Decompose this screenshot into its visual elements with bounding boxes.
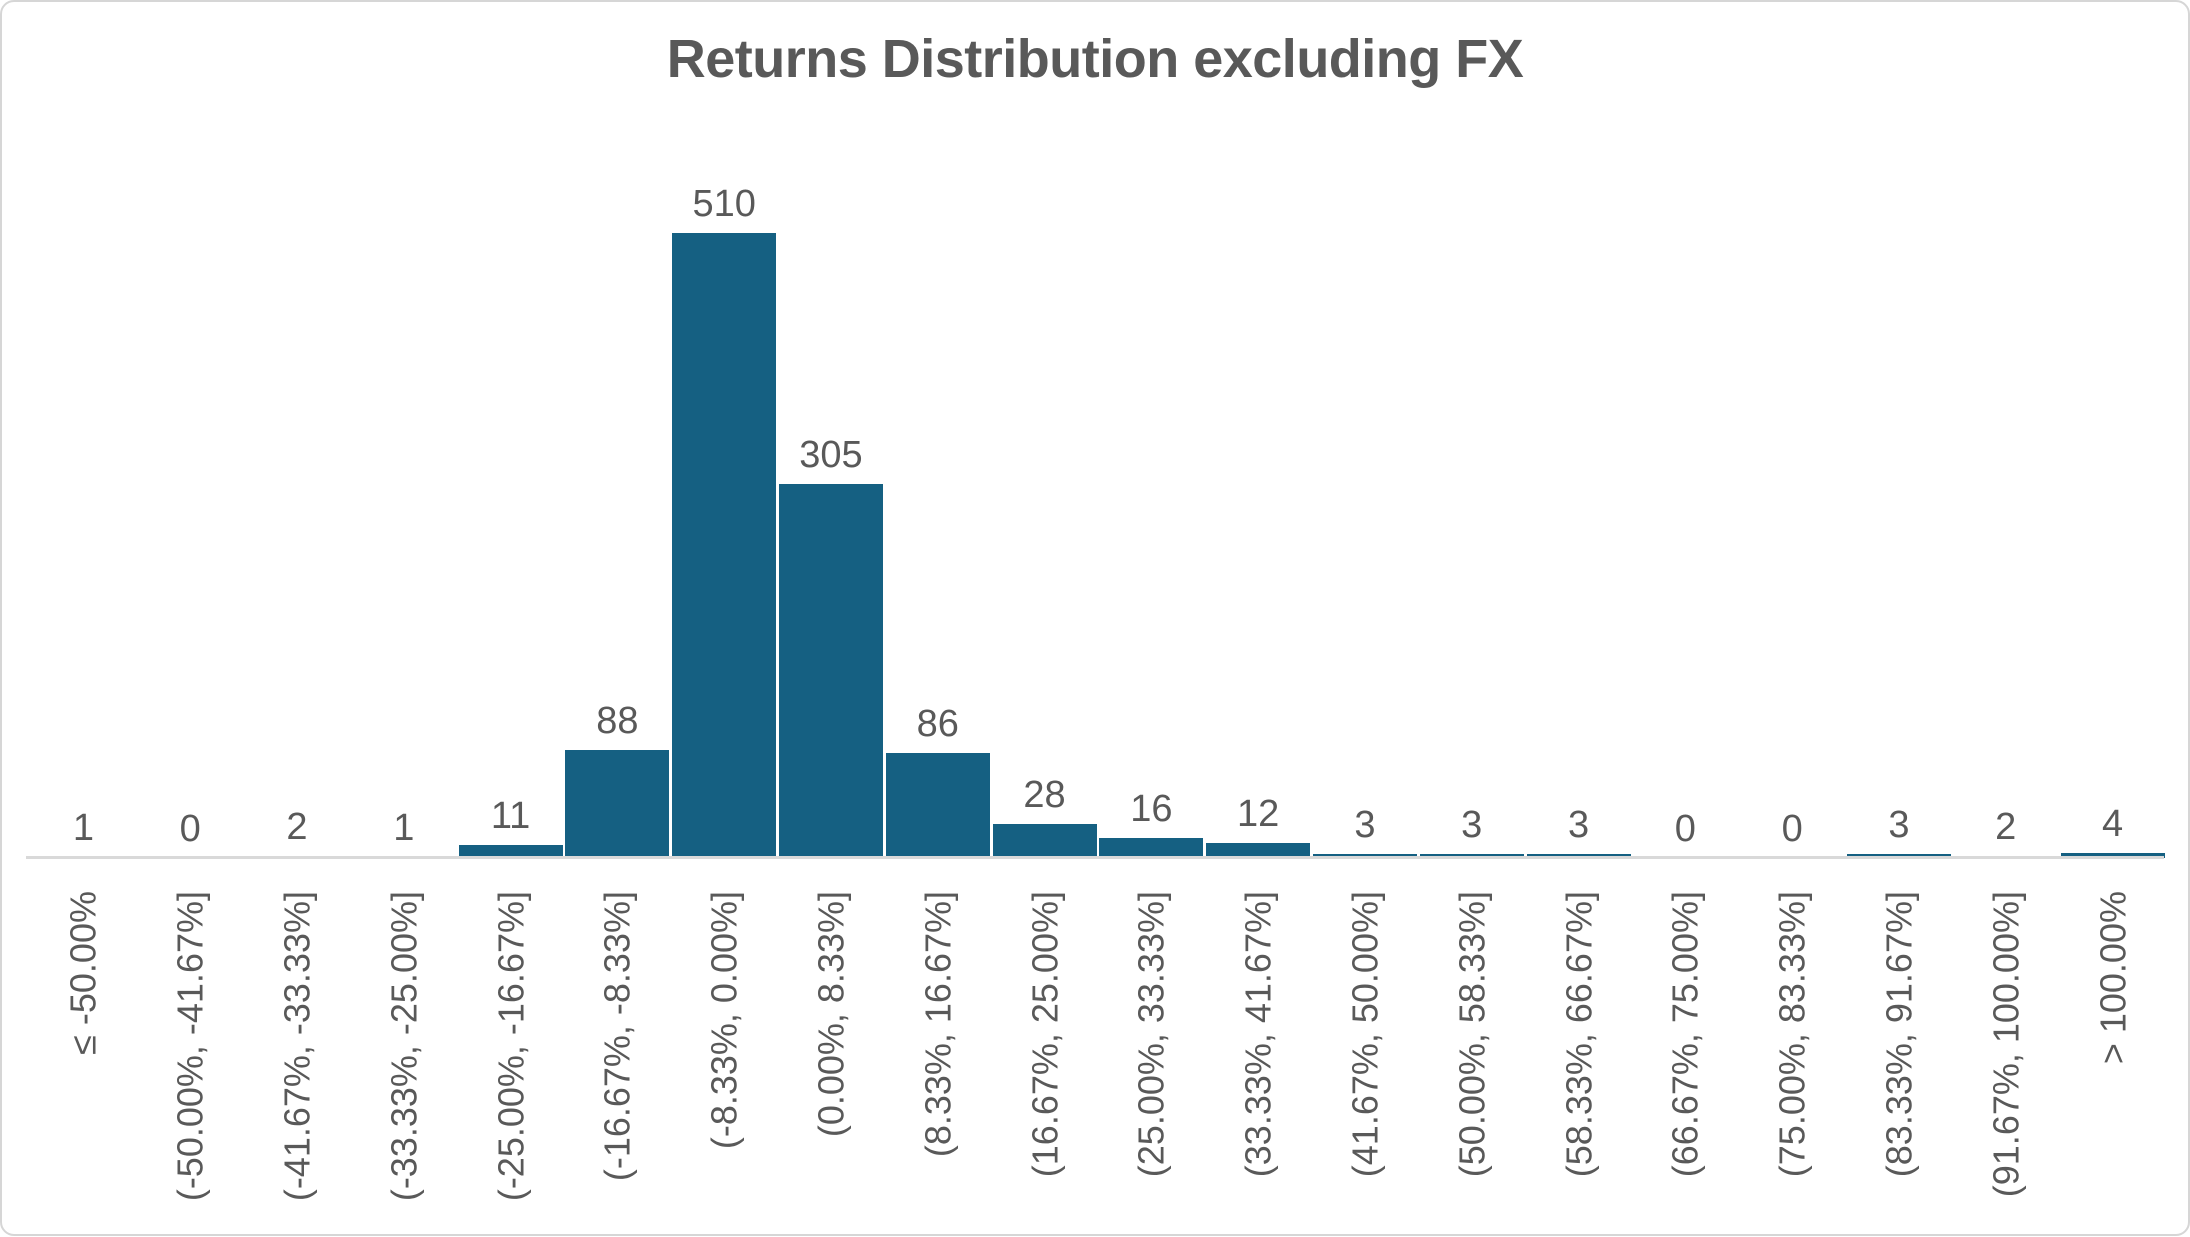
bar-value-label: 88 (596, 700, 639, 743)
x-axis-tick-cell: (-25.00%, -16.67%] (457, 859, 564, 1237)
x-axis-label: (-50.00%, -41.67%] (169, 891, 211, 1202)
bar-column: 3 (1418, 233, 1525, 858)
x-axis-line (26, 856, 2164, 859)
bar (2060, 853, 2165, 858)
bar-column: 12 (1205, 233, 1312, 858)
x-axis-label: (0.00%, 8.33%] (810, 891, 852, 1138)
bar-value-label: 3 (1888, 804, 1910, 847)
x-axis-label: (50.00%, 58.33%] (1451, 891, 1493, 1178)
bar-value-label: 4 (2101, 803, 2124, 846)
bar-column: 0 (1632, 233, 1739, 858)
bar (885, 752, 990, 858)
x-axis-label: (-16.67%, -8.33%] (596, 891, 638, 1182)
x-axis-tick-cell: (50.00%, 58.33%] (1418, 859, 1525, 1237)
bar-value-label: 305 (799, 434, 863, 477)
bar (778, 484, 883, 858)
x-axis-tick-cell: (-8.33%, 0.00%] (671, 859, 778, 1237)
x-axis-tick-cell: (16.67%, 25.00%] (991, 859, 1098, 1237)
bar-value-label: 2 (1995, 805, 2017, 848)
x-axis-tick-cell: (75.00%, 83.33%] (1739, 859, 1846, 1237)
bar-value-label: 28 (1023, 773, 1066, 816)
x-axis-tick-cell: (8.33%, 16.67%] (884, 859, 991, 1237)
chart-title: Returns Distribution excluding FX (666, 29, 1524, 89)
bar-column: 2 (244, 233, 351, 858)
bar (1099, 838, 1204, 858)
x-axis-label: > 100.00% (2091, 891, 2133, 1065)
x-axis-label: (25.00%, 33.33%] (1130, 891, 1172, 1178)
bar-column: 3 (1312, 233, 1419, 858)
bar-value-label: 510 (692, 183, 756, 225)
bar-column: 88 (564, 233, 671, 858)
x-axis-label: (16.67%, 25.00%] (1023, 891, 1065, 1178)
bar-value-label: 0 (179, 808, 201, 850)
bar-value-label: 86 (916, 702, 959, 745)
x-axis-label: ≤ -50.00% (62, 891, 104, 1055)
x-axis-tick-cell: (83.33%, 91.67%] (1846, 859, 1953, 1237)
bar-value-label: 1 (72, 806, 94, 849)
x-axis-label: (33.33%, 41.67%] (1237, 891, 1279, 1178)
x-axis-label: (-8.33%, 0.00%] (703, 891, 745, 1150)
x-axis-tick-cell: (0.00%, 8.33%] (778, 859, 885, 1237)
x-axis-tick-cell: ≤ -50.00% (30, 859, 137, 1237)
bar-value-label: 0 (1674, 808, 1696, 850)
x-axis-label: (75.00%, 83.33%] (1771, 891, 1813, 1178)
bar-value-label: 16 (1130, 788, 1173, 831)
bar-value-label: 3 (1567, 804, 1590, 847)
x-axis-label: (66.67%, 75.00%] (1664, 891, 1706, 1178)
x-axis-tick-cell: (-50.00%, -41.67%] (137, 859, 244, 1237)
x-axis-tick-cell: (-41.67%, -33.33%] (244, 859, 351, 1237)
x-axis-label: (83.33%, 91.67%] (1878, 891, 1920, 1178)
bar-value-label: 3 (1461, 804, 1483, 847)
x-axis-tick-cell: (-33.33%, -25.00%] (350, 859, 457, 1237)
x-axis-tick-cell: (41.67%, 50.00%] (1312, 859, 1419, 1237)
x-axis-label: (58.33%, 66.67%] (1557, 891, 1599, 1178)
bar-column: 2 (1952, 233, 2059, 858)
x-axis-tick-cell: (58.33%, 66.67%] (1525, 859, 1632, 1237)
bar (992, 823, 1097, 858)
bar-column: 3 (1846, 233, 1953, 858)
x-axis-label: (91.67%, 100.00%] (1985, 891, 2027, 1198)
bar-column: 0 (1739, 233, 1846, 858)
x-axis-tick-cell: (91.67%, 100.00%] (1952, 859, 2059, 1237)
bar-column: 1 (30, 233, 137, 858)
x-axis-label: (-41.67%, -33.33%] (276, 891, 318, 1202)
bar-column: 510 (671, 185, 778, 858)
bar-column: 28 (991, 233, 1098, 858)
plot-area: 1 0 2 1 11 88 510 305 86 28 16 12 3 3 3 0 0 3 2 4 (30, 185, 2166, 858)
bar-column: 1 (350, 233, 457, 858)
x-axis-tick-cell: (25.00%, 33.33%] (1098, 859, 1205, 1237)
bar-column: 16 (1098, 233, 1205, 858)
bar-column: 305 (778, 233, 885, 858)
x-axis-label: (8.33%, 16.67%] (917, 891, 959, 1158)
bar-column: 4 (2059, 233, 2166, 858)
x-axis-tick-cell: (-16.67%, -8.33%] (564, 859, 671, 1237)
x-axis-tick-cell: (33.33%, 41.67%] (1205, 859, 1312, 1237)
bar-column: 0 (137, 233, 244, 858)
bar (458, 844, 563, 858)
bar-column: 11 (457, 233, 564, 858)
x-axis-tick-cell: > 100.00% (2059, 859, 2166, 1237)
x-axis-label: (-33.33%, -25.00%] (383, 891, 425, 1202)
x-axis-label: (41.67%, 50.00%] (1344, 891, 1386, 1178)
bar-value-label: 12 (1237, 793, 1280, 836)
bar-value-label: 1 (393, 806, 415, 849)
bar-value-label: 11 (490, 794, 531, 837)
bar-value-label: 2 (286, 805, 308, 848)
bar-value-label: 0 (1781, 808, 1803, 850)
bar (565, 750, 670, 858)
bar (672, 233, 777, 858)
bar-value-label: 3 (1354, 804, 1376, 847)
bar (1206, 843, 1311, 858)
x-axis-labels: ≤ -50.00% (-50.00%, -41.67%] (-41.67%, -33… (30, 859, 2166, 1237)
bar-column: 86 (884, 233, 991, 858)
x-axis-label: (-25.00%, -16.67%] (489, 891, 531, 1202)
x-axis-tick-cell: (66.67%, 75.00%] (1632, 859, 1739, 1237)
bar-column: 3 (1525, 233, 1632, 858)
